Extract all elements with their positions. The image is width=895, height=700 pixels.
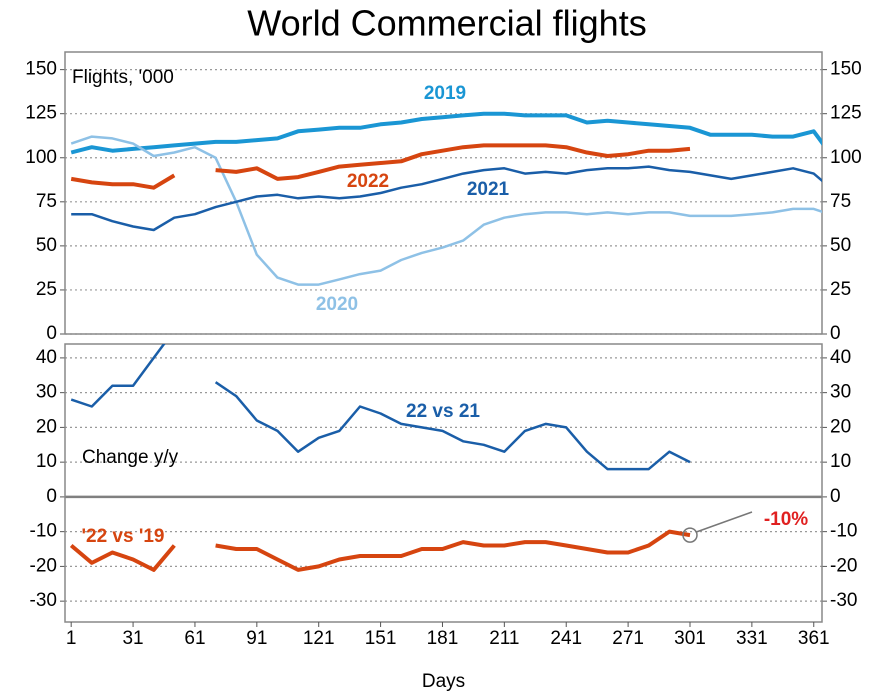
x-tick-label: 91 [246, 628, 267, 649]
x-tick-label: 61 [184, 628, 205, 649]
x-tick-label: 211 [489, 628, 519, 649]
y2-tick-label: 0 [830, 323, 841, 344]
y-tick-label: 100 [25, 147, 57, 168]
y-tick-label: 150 [25, 59, 57, 80]
series-label: 2019 [424, 83, 466, 104]
series-line [70, 135, 822, 286]
y-tick-label: 0 [46, 323, 57, 344]
y-tick-label: 75 [36, 191, 57, 212]
x-axis-label: Days [422, 671, 465, 692]
y2-tick-label: -30 [830, 590, 857, 611]
y2-tick-label: -10 [830, 521, 857, 542]
y-tick-label: 50 [36, 235, 57, 256]
x-tick-label: 301 [674, 628, 706, 649]
y2-tick-label: 100 [830, 147, 862, 168]
y-tick-label: 10 [36, 451, 57, 472]
y-tick-label: 20 [36, 416, 57, 437]
x-tick-label: 1 [66, 628, 77, 649]
y-tick-label: -20 [30, 555, 57, 576]
series-line [70, 143, 691, 190]
y-tick-label: 125 [25, 103, 57, 124]
series-line [69, 529, 691, 572]
y2-tick-label: 125 [830, 103, 862, 124]
series-line [70, 111, 822, 155]
x-tick-label: 361 [798, 628, 830, 649]
y2-tick-label: 0 [830, 486, 841, 507]
series-label: '22 vs '19 [82, 526, 165, 547]
y2-tick-label: 25 [830, 279, 851, 300]
x-tick-label: 271 [612, 628, 644, 649]
x-tick-label: 121 [303, 628, 335, 649]
y2-tick-label: 20 [830, 416, 851, 437]
x-tick-label: 151 [365, 628, 397, 649]
y-tick-label: 25 [36, 279, 57, 300]
y2-tick-label: 30 [830, 382, 851, 403]
y2-tick-label: 40 [830, 347, 851, 368]
y2-tick-label: 50 [830, 235, 851, 256]
y2-tick-label: 10 [830, 451, 851, 472]
series-label: 2020 [316, 294, 358, 315]
series-line [71, 165, 822, 232]
callout-circle [682, 527, 698, 543]
y-tick-label: 30 [36, 382, 57, 403]
series-label: 2021 [467, 179, 510, 200]
chart-title: World Commercial flights [247, 3, 646, 44]
panel-label: Change y/y [82, 447, 179, 468]
y-tick-label: 40 [36, 347, 57, 368]
x-tick-label: 181 [427, 628, 459, 649]
x-tick-label: 241 [550, 628, 582, 649]
y2-tick-label: 75 [830, 191, 851, 212]
y2-tick-label: 150 [830, 59, 862, 80]
panel-label: Flights, '000 [72, 67, 174, 88]
plot-frame [64, 343, 823, 623]
plot-frame [64, 51, 823, 335]
annotation: -10% [764, 509, 808, 530]
series-line [70, 344, 691, 471]
y2-tick-label: -20 [830, 555, 857, 576]
series-label: 2022 [347, 171, 389, 192]
x-tick-label: 331 [736, 628, 768, 649]
x-tick-label: 31 [122, 628, 143, 649]
y-tick-label: 0 [46, 486, 57, 507]
series-label: 22 vs 21 [406, 401, 480, 422]
y-tick-label: -30 [30, 590, 57, 611]
callout-line [695, 511, 753, 533]
y-tick-label: -10 [30, 521, 57, 542]
